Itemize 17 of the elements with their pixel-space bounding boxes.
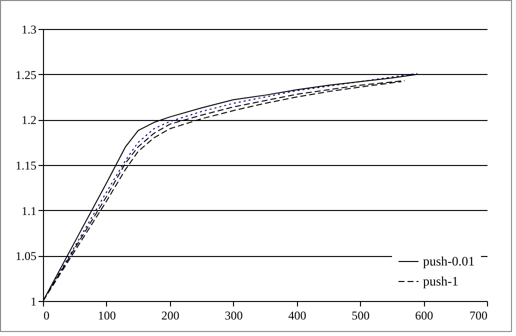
y-tick-label: 1.3 xyxy=(22,22,36,36)
x-tick-label: 300 xyxy=(224,308,243,322)
x-tick-label: 600 xyxy=(415,308,434,322)
x-tick-label: 0 xyxy=(44,308,50,322)
legend-label: push-0.01 xyxy=(423,254,475,268)
y-tick-label: 1.05 xyxy=(16,249,36,264)
y-tick-label: 1.1 xyxy=(22,204,36,218)
y-tick-label: 1.25 xyxy=(16,68,36,82)
y-tick-label: 1 xyxy=(30,294,36,308)
x-tick-label: 700 xyxy=(470,308,488,322)
y-tick-label: 1.15 xyxy=(16,158,36,172)
y-tick-label: 1.2 xyxy=(22,113,36,128)
legend-label: push-1 xyxy=(423,274,458,288)
x-tick-label: 500 xyxy=(352,308,370,322)
x-tick-label: 400 xyxy=(288,308,306,322)
x-tick-label: 100 xyxy=(98,308,116,322)
x-tick-label: 200 xyxy=(161,308,180,322)
